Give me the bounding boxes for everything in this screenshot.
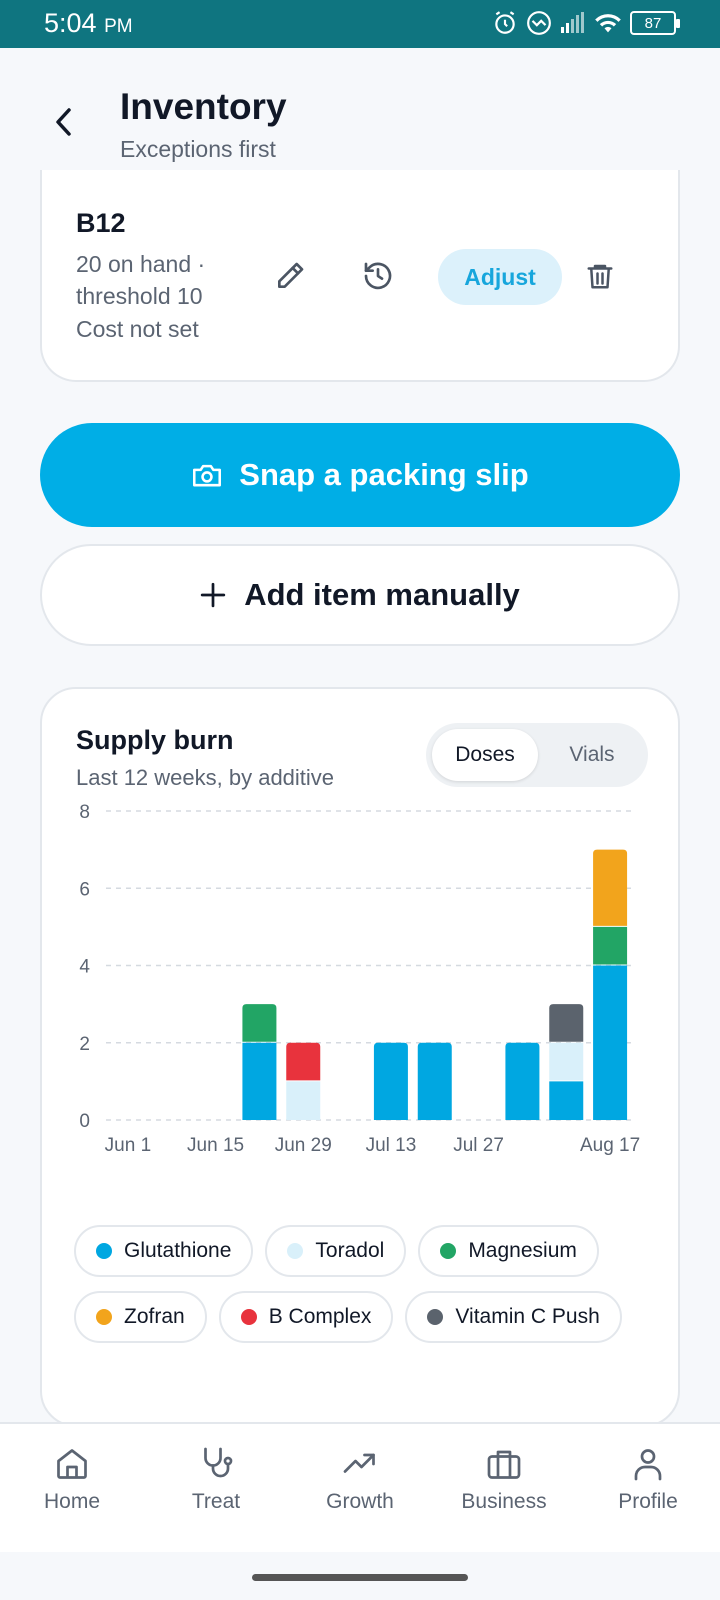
legend-chip[interactable]: Glutathione (74, 1225, 254, 1277)
inventory-item-card: B12 20 on hand · threshold 10 Cost not s… (40, 170, 680, 382)
x-tick-label: Jun 29 (275, 1135, 332, 1156)
y-tick-label: 6 (79, 879, 90, 900)
tab-profile[interactable]: Profile (576, 1424, 720, 1552)
bar-segment (549, 1004, 584, 1042)
pencil-icon (278, 262, 304, 288)
bar-segment (373, 1042, 408, 1120)
home-gesture-pill[interactable] (252, 1574, 468, 1581)
y-tick-label: 2 (79, 1034, 90, 1055)
legend-chip[interactable]: B Complex (218, 1291, 394, 1343)
page-subtitle: Exceptions first (120, 136, 276, 162)
bottom-tab-bar: Home Treat Growth Business Profile (0, 1422, 720, 1552)
history-icon (364, 262, 392, 290)
tab-profile-label: Profile (618, 1490, 678, 1513)
legend-chip[interactable]: Magnesium (418, 1225, 599, 1277)
delete-button[interactable] (576, 252, 624, 300)
item-stock-meta: 20 on hand · threshold 10 (76, 251, 206, 309)
y-tick-label: 0 (79, 1111, 90, 1132)
bar-segment (286, 1042, 321, 1081)
tab-business-label: Business (461, 1490, 547, 1513)
edit-button[interactable] (266, 252, 314, 300)
x-tick-label: Jul 13 (366, 1135, 417, 1156)
trash-icon (587, 264, 613, 289)
snap-packing-slip-button[interactable]: Snap a packing slip (40, 423, 680, 527)
tab-home-label: Home (43, 1490, 101, 1513)
add-item-manually-button[interactable]: Add item manually (40, 544, 680, 646)
legend-dot (240, 1309, 257, 1325)
legend-label: Glutathione (124, 1239, 232, 1262)
bar-segment (242, 1042, 277, 1120)
legend-dot (96, 1243, 112, 1259)
x-tick-label: Jun 15 (187, 1135, 244, 1156)
bar-segment (417, 1042, 452, 1120)
bar-segment (286, 1081, 321, 1120)
trending-up-icon (343, 1453, 375, 1473)
bar-segment (593, 965, 628, 1120)
bar-segment (549, 1042, 584, 1081)
briefcase-icon (487, 1450, 521, 1479)
bar-segment (549, 1081, 584, 1120)
home-icon (57, 1449, 87, 1479)
legend-dot (440, 1243, 457, 1259)
chart-title: Supply burn (76, 725, 234, 755)
chart-subtitle: Last 12 weeks, by additive (76, 765, 335, 790)
signal-icon (561, 12, 584, 33)
legend-label: Vitamin C Push (455, 1305, 600, 1328)
legend-label: B Complex (268, 1305, 372, 1328)
status-time: 5:04 PM (44, 8, 133, 38)
adjust-button[interactable]: Adjust (438, 249, 562, 305)
supply-burn-card: Supply burn Last 12 weeks, by additive D… (40, 687, 680, 1427)
history-button[interactable] (354, 252, 402, 300)
tab-growth-label: Growth (326, 1490, 394, 1513)
chart-legend: Glutathione Toradol Magnesium Zofran B Compl… (74, 1225, 654, 1343)
legend-label: Magnesium (468, 1239, 577, 1262)
stethoscope-icon (204, 1447, 233, 1478)
item-name: B12 (76, 208, 126, 238)
camera-icon (193, 464, 222, 487)
unit-toggle: Doses Vials (426, 723, 648, 787)
tab-treat[interactable]: Treat (144, 1424, 288, 1552)
x-tick-label: Jun 1 (105, 1135, 151, 1156)
supply-burn-chart: 0 2 4 6 8 Jun 1 Jun 15 Jun 29 Jul 13 Jul 27 Aug 17 (79, 802, 640, 1156)
wifi-icon (595, 14, 621, 33)
legend-chip[interactable]: Zofran (74, 1291, 207, 1343)
battery-icon: 87 (630, 11, 680, 35)
snap-label: Snap a packing slip (239, 457, 529, 492)
plus-icon (201, 582, 226, 608)
legend-dot (96, 1309, 112, 1325)
bar-segment (242, 1004, 277, 1042)
alarm-icon (495, 11, 515, 34)
legend-label: Zofran (124, 1305, 185, 1328)
status-icons: 87 (492, 10, 680, 36)
bar-segment (593, 926, 628, 965)
x-tick-label: Aug 17 (580, 1135, 640, 1156)
page-header: Inventory Exceptions first (0, 48, 720, 190)
legend-dot (287, 1243, 304, 1259)
legend-label: Toradol (315, 1239, 385, 1262)
add-item-label: Add item manually (244, 577, 520, 612)
tab-home[interactable]: Home (0, 1424, 144, 1552)
page-title: Inventory (120, 86, 287, 127)
y-tick-label: 4 (79, 957, 90, 978)
tab-growth[interactable]: Growth (288, 1424, 432, 1552)
legend-dot (427, 1309, 444, 1325)
legend-chip[interactable]: Vitamin C Push (405, 1291, 622, 1343)
tab-treat-label: Treat (191, 1490, 241, 1513)
tab-business[interactable]: Business (432, 1424, 576, 1552)
system-nav-bar (0, 1552, 720, 1600)
legend-chip[interactable]: Toradol (265, 1225, 407, 1277)
bar-segment (505, 1042, 540, 1120)
status-bar: 5:04 PM 87 (0, 0, 720, 48)
chevron-left-icon (56, 108, 71, 136)
sync-icon (527, 11, 551, 35)
bar-segment (593, 849, 628, 926)
y-tick-label: 8 (79, 802, 90, 823)
user-icon (634, 1449, 662, 1481)
x-tick-label: Jul 27 (453, 1135, 504, 1156)
toggle-vials[interactable]: Vials (569, 743, 615, 766)
item-cost: Cost not set (76, 316, 199, 342)
toggle-doses[interactable]: Doses (432, 729, 538, 781)
back-button[interactable] (44, 98, 84, 146)
